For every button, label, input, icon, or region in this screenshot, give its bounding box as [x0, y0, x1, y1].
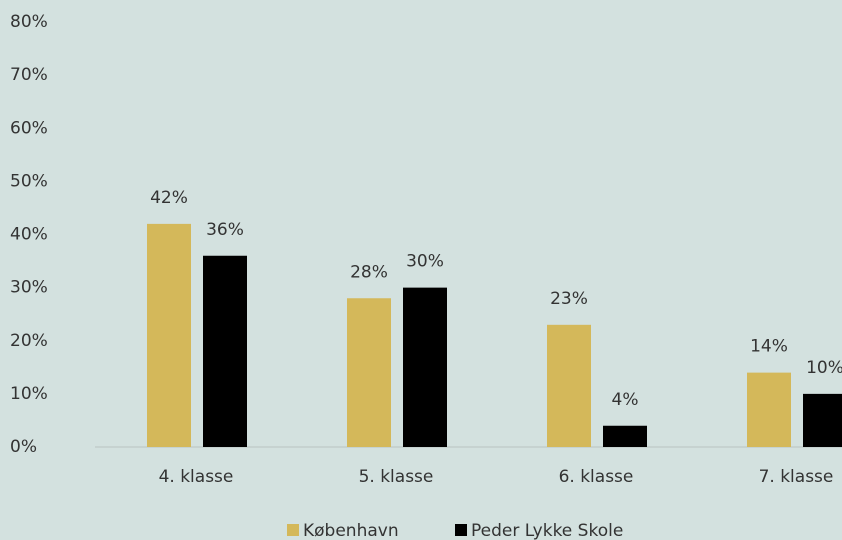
bar	[803, 393, 842, 447]
data-label: 36%	[206, 220, 244, 240]
bar	[347, 298, 391, 447]
y-tick-label: 40%	[10, 225, 48, 245]
data-label: 10%	[806, 358, 842, 378]
bar	[403, 287, 447, 447]
y-tick-label: 20%	[10, 331, 48, 351]
legend-label: København	[303, 521, 399, 540]
data-label: 30%	[406, 252, 444, 272]
bar	[747, 372, 791, 447]
data-label: 42%	[150, 188, 188, 208]
y-tick-label: 70%	[10, 65, 48, 85]
x-tick-label: 4. klasse	[159, 467, 234, 487]
x-tick-label: 5. klasse	[359, 467, 434, 487]
legend-swatch	[455, 524, 467, 536]
y-tick-label: 0%	[10, 437, 37, 457]
data-label: 28%	[350, 262, 388, 282]
y-tick-label: 60%	[10, 118, 48, 138]
y-tick-label: 30%	[10, 278, 48, 298]
data-label: 4%	[612, 390, 639, 410]
legend-label: Peder Lykke Skole	[471, 521, 623, 540]
y-tick-label: 50%	[10, 171, 48, 191]
bar	[203, 255, 247, 447]
legend-swatch	[287, 524, 299, 536]
data-label: 14%	[750, 337, 788, 357]
bar	[547, 324, 591, 447]
y-tick-label: 10%	[10, 384, 48, 404]
bar	[603, 425, 647, 447]
y-tick-label: 80%	[10, 12, 48, 32]
bar	[147, 223, 191, 447]
x-tick-label: 7. klasse	[759, 467, 834, 487]
x-tick-label: 6. klasse	[559, 467, 634, 487]
data-label: 23%	[550, 289, 588, 309]
